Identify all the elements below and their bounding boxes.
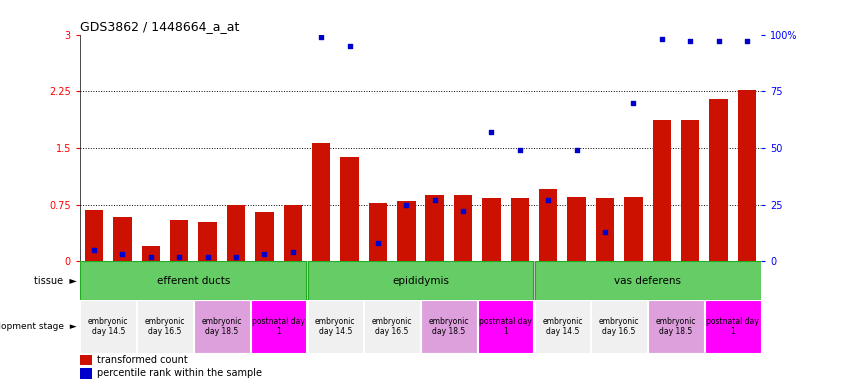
Text: development stage  ►: development stage ► [0, 322, 77, 331]
Bar [312, 142, 331, 261]
Bar [653, 120, 671, 261]
Bar [80, 261, 761, 300]
Text: postnatal day
1: postnatal day 1 [479, 317, 532, 336]
Bar [705, 300, 760, 353]
Bar [539, 189, 558, 261]
Bar [251, 300, 306, 353]
Bar [283, 205, 302, 261]
Point [343, 43, 357, 49]
Bar [198, 222, 217, 261]
Bar [194, 300, 250, 353]
Bar [681, 120, 700, 261]
Point [257, 251, 271, 257]
Bar [341, 157, 359, 261]
Bar [482, 199, 500, 261]
Point [711, 38, 725, 45]
Point [116, 251, 130, 257]
Bar [535, 300, 590, 353]
Bar [709, 99, 727, 261]
Point [457, 208, 470, 214]
Text: embryonic
day 16.5: embryonic day 16.5 [372, 317, 412, 336]
Point [740, 38, 754, 45]
Text: embryonic
day 14.5: embryonic day 14.5 [88, 317, 129, 336]
Text: embryonic
day 16.5: embryonic day 16.5 [599, 317, 639, 336]
Point [570, 147, 584, 153]
Bar [308, 261, 533, 300]
Bar [397, 201, 415, 261]
Text: vas deferens: vas deferens [614, 276, 681, 286]
Point [399, 202, 413, 208]
Bar [137, 300, 193, 353]
Text: embryonic
day 16.5: embryonic day 16.5 [145, 317, 185, 336]
Point [371, 240, 384, 246]
Text: postnatal day
1: postnatal day 1 [706, 317, 759, 336]
Point [315, 34, 328, 40]
Bar [81, 261, 306, 300]
Bar [568, 197, 586, 261]
Bar [535, 261, 760, 300]
Bar [255, 212, 273, 261]
Text: embryonic
day 14.5: embryonic day 14.5 [542, 317, 583, 336]
Point [87, 247, 101, 253]
Bar [454, 195, 473, 261]
Text: postnatal day
1: postnatal day 1 [252, 317, 305, 336]
Point [230, 253, 243, 260]
Bar [141, 246, 160, 261]
Bar [478, 300, 533, 353]
Point [684, 38, 697, 45]
Bar [80, 368, 93, 379]
Point [286, 249, 299, 255]
Bar [170, 220, 188, 261]
Text: embryonic
day 14.5: embryonic day 14.5 [315, 317, 356, 336]
Point [172, 253, 186, 260]
Bar [595, 199, 614, 261]
Bar [426, 195, 444, 261]
Text: efferent ducts: efferent ducts [156, 276, 230, 286]
Text: embryonic
day 18.5: embryonic day 18.5 [656, 317, 696, 336]
Bar [510, 199, 529, 261]
Text: embryonic
day 18.5: embryonic day 18.5 [202, 317, 242, 336]
Bar [364, 300, 420, 353]
Bar [80, 354, 93, 365]
Point [428, 197, 442, 203]
Point [201, 253, 214, 260]
Point [655, 36, 669, 42]
Text: percentile rank within the sample: percentile rank within the sample [97, 368, 262, 379]
Bar [85, 210, 103, 261]
Text: tissue  ►: tissue ► [34, 276, 77, 286]
Text: GDS3862 / 1448664_a_at: GDS3862 / 1448664_a_at [80, 20, 240, 33]
Point [144, 253, 157, 260]
Bar [624, 197, 643, 261]
Point [542, 197, 555, 203]
Bar [648, 300, 704, 353]
Point [598, 228, 611, 235]
Point [484, 129, 498, 135]
Text: epididymis: epididymis [392, 276, 449, 286]
Bar [368, 203, 387, 261]
Bar [81, 300, 136, 353]
Bar [738, 90, 756, 261]
Bar [591, 300, 647, 353]
Point [627, 99, 640, 106]
Text: transformed count: transformed count [97, 355, 188, 365]
Text: embryonic
day 18.5: embryonic day 18.5 [429, 317, 469, 336]
Bar [421, 300, 477, 353]
Point [513, 147, 526, 153]
Bar [114, 217, 132, 261]
Bar [227, 205, 246, 261]
Bar [308, 300, 363, 353]
